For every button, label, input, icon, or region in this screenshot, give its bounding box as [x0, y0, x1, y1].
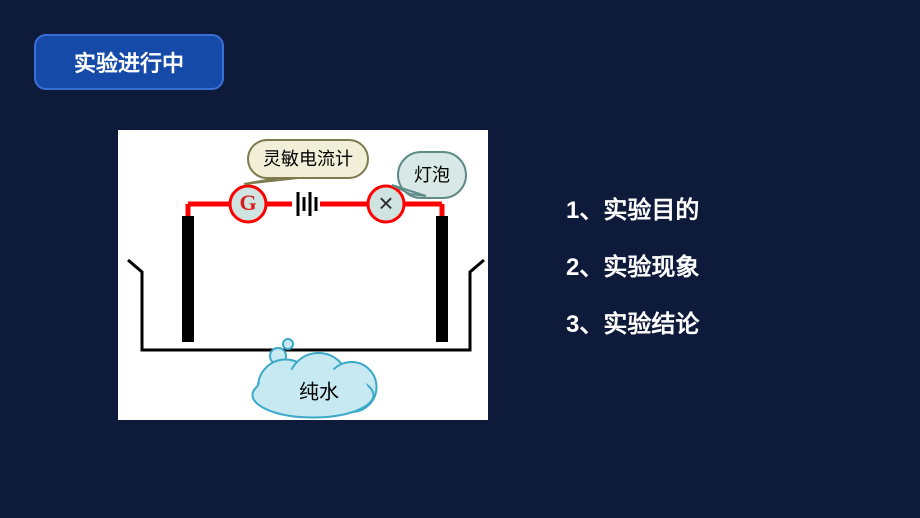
svg-text:纯水: 纯水 [299, 380, 339, 403]
circuit-diagram-svg: G × 灵敏电流计灯泡纯水 [118, 130, 488, 420]
title-badge-text: 实验进行中 [74, 46, 184, 78]
circuit-diagram: G × 灵敏电流计灯泡纯水 [118, 130, 488, 420]
list-item: 3、实验结论 [566, 304, 699, 339]
svg-text:G: G [239, 190, 256, 215]
svg-text:灵敏电流计: 灵敏电流计 [263, 149, 353, 169]
svg-text:灯泡: 灯泡 [414, 165, 450, 185]
svg-text:×: × [378, 188, 393, 218]
experiment-list: 1、实验目的 2、实验现象 3、实验结论 [566, 190, 699, 361]
title-badge: 实验进行中 [34, 34, 224, 90]
list-item: 2、实验现象 [566, 247, 699, 282]
list-item: 1、实验目的 [566, 190, 699, 225]
